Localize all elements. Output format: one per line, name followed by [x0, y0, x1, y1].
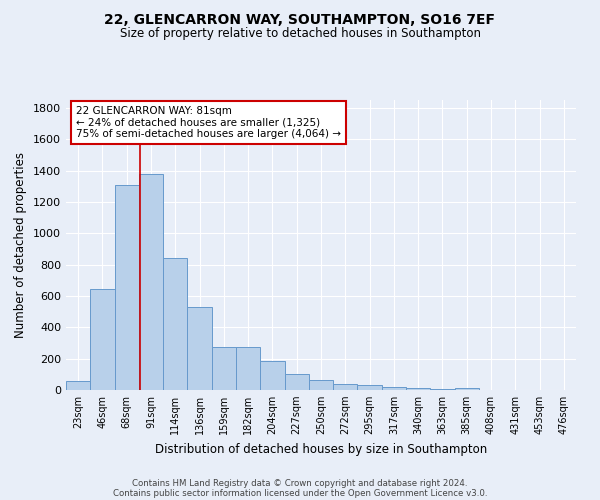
Bar: [309, 380, 333, 390]
Bar: [430, 389, 455, 390]
Bar: [90, 289, 115, 390]
Bar: [333, 384, 358, 390]
Bar: [455, 388, 479, 390]
Bar: [358, 385, 382, 390]
Bar: [139, 174, 163, 390]
Y-axis label: Number of detached properties: Number of detached properties: [14, 152, 28, 338]
Bar: [284, 374, 309, 390]
Text: 22 GLENCARRON WAY: 81sqm
← 24% of detached houses are smaller (1,325)
75% of sem: 22 GLENCARRON WAY: 81sqm ← 24% of detach…: [76, 106, 341, 139]
Text: 22, GLENCARRON WAY, SOUTHAMPTON, SO16 7EF: 22, GLENCARRON WAY, SOUTHAMPTON, SO16 7E…: [104, 12, 496, 26]
Bar: [382, 386, 406, 390]
Bar: [406, 388, 430, 390]
Bar: [66, 382, 90, 390]
Bar: [163, 258, 187, 390]
Text: Size of property relative to detached houses in Southampton: Size of property relative to detached ho…: [119, 28, 481, 40]
Bar: [212, 347, 236, 390]
Bar: [187, 307, 212, 390]
Bar: [260, 361, 284, 390]
Bar: [115, 184, 139, 390]
Bar: [236, 347, 260, 390]
X-axis label: Distribution of detached houses by size in Southampton: Distribution of detached houses by size …: [155, 442, 487, 456]
Text: Contains HM Land Registry data © Crown copyright and database right 2024.: Contains HM Land Registry data © Crown c…: [132, 478, 468, 488]
Text: Contains public sector information licensed under the Open Government Licence v3: Contains public sector information licen…: [113, 488, 487, 498]
